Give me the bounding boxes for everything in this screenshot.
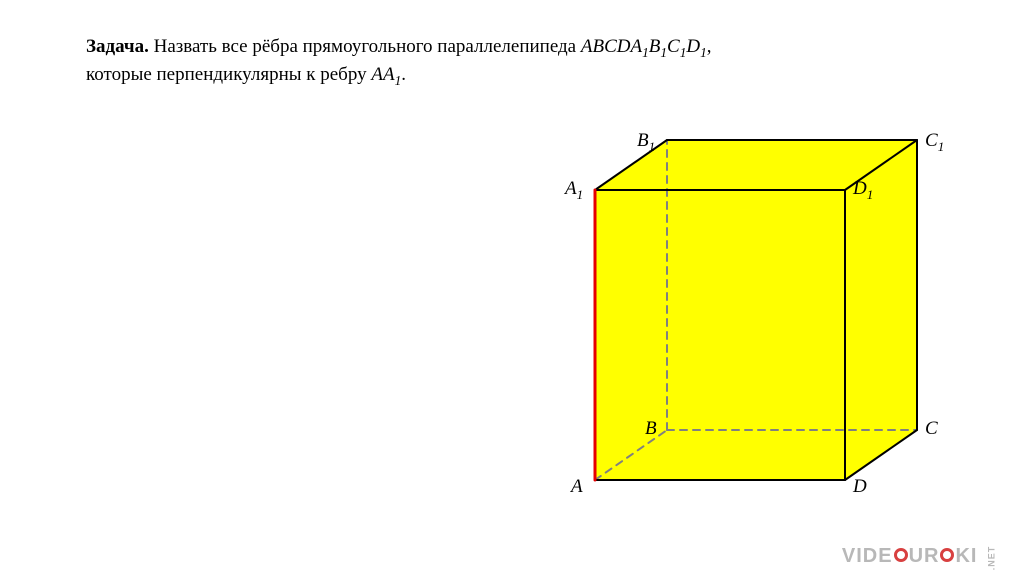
cuboid-svg: ADBCA1D1B1C1 xyxy=(555,120,985,520)
svg-text:A: A xyxy=(569,476,583,497)
watermark: VIDEURKI.NET xyxy=(842,545,1004,568)
svg-text:B1: B1 xyxy=(637,130,655,154)
svg-text:A1: A1 xyxy=(563,178,583,202)
svg-text:C: C xyxy=(925,418,938,439)
problem-label: Задача. xyxy=(86,36,149,57)
problem-text-2: которые перпендикулярны к ребру xyxy=(86,64,371,85)
svg-text:D: D xyxy=(852,476,867,497)
watermark-o-icon xyxy=(894,548,908,562)
problem-text-1: Назвать все рёбра прямоугольного паралле… xyxy=(149,36,581,57)
parallelepiped-diagram: ADBCA1D1B1C1 xyxy=(555,120,985,520)
problem-statement: Задача. Назвать все рёбра прямоугольного… xyxy=(86,34,964,91)
svg-text:C1: C1 xyxy=(925,130,944,154)
svg-text:B: B xyxy=(645,418,657,439)
watermark-o-icon xyxy=(940,548,954,562)
